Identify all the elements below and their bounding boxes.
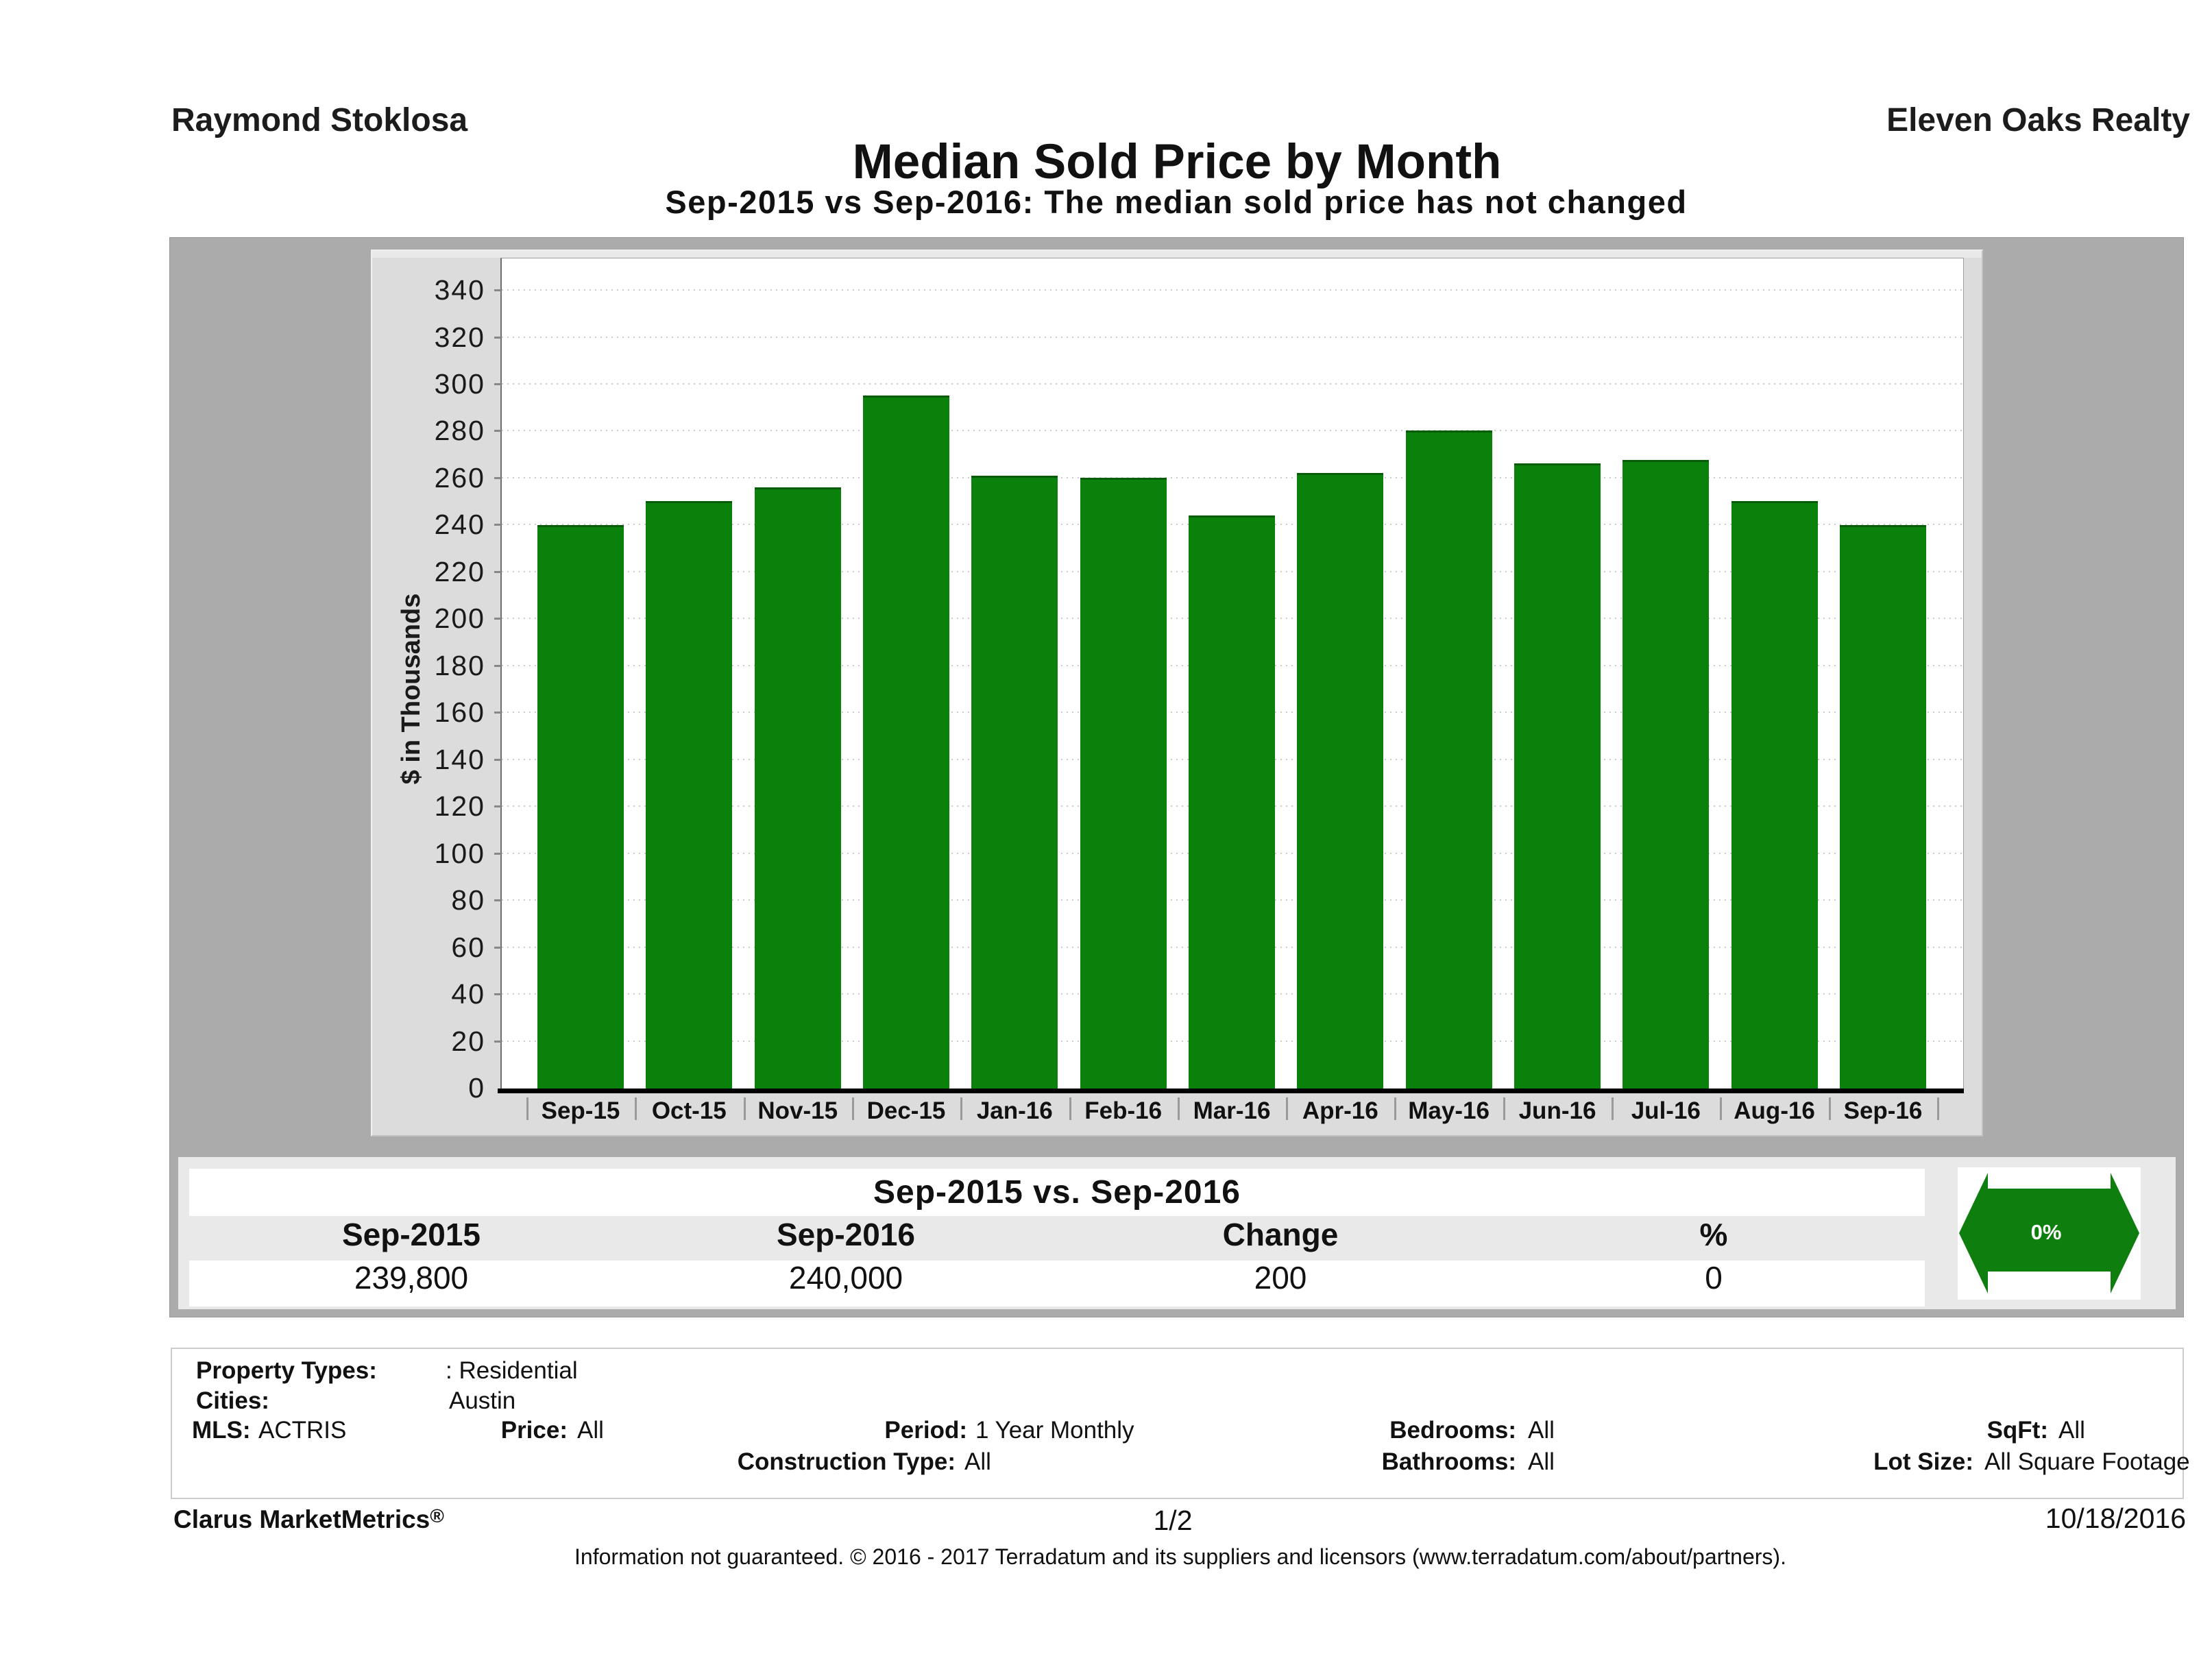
svg-text:0%: 0%: [2031, 1220, 2062, 1244]
